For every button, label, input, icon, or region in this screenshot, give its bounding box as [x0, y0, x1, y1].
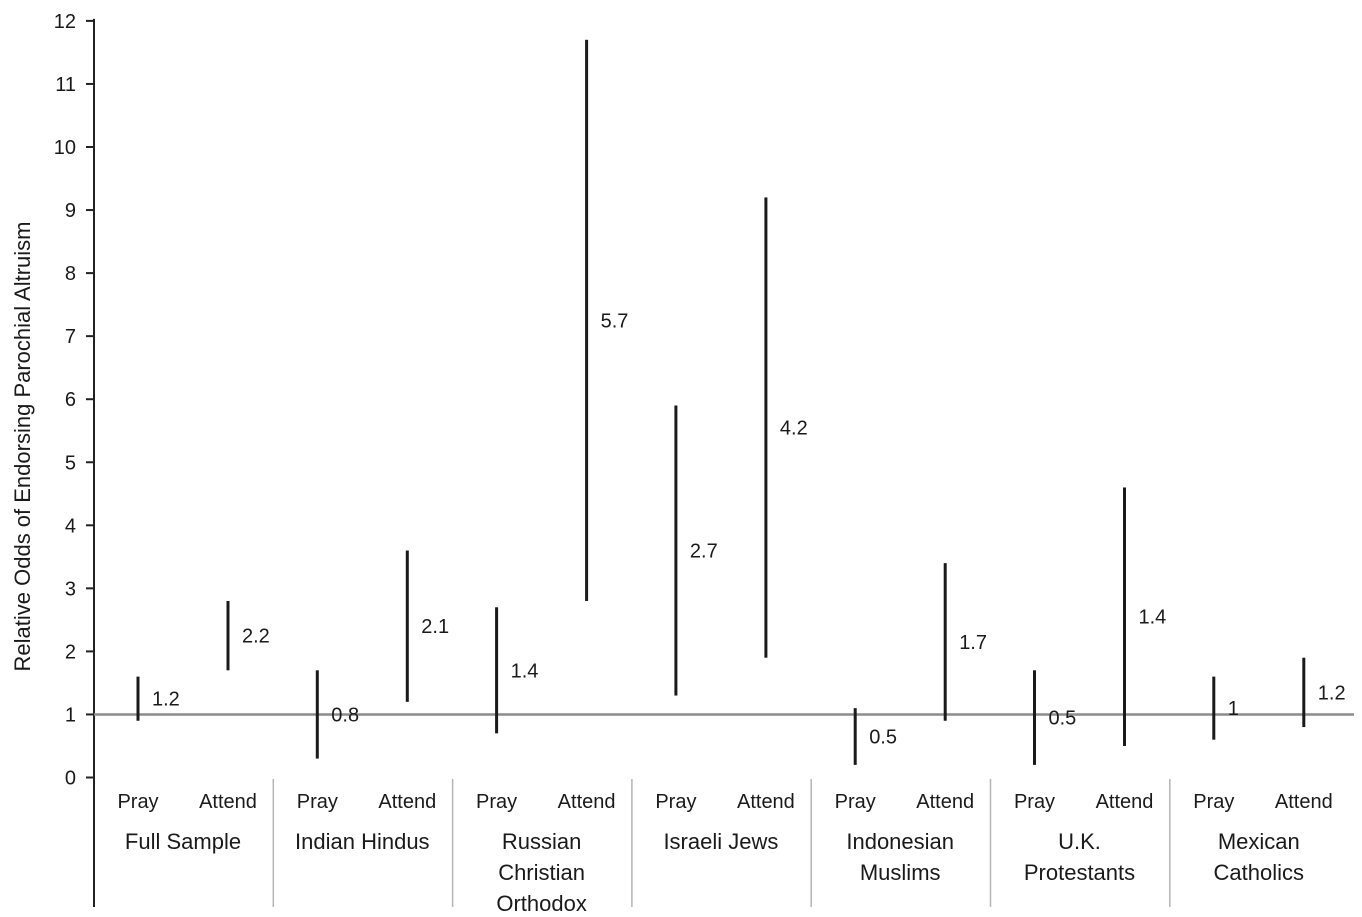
group-label: Mexican	[1218, 829, 1300, 854]
y-axis-title: Relative Odds of Endorsing Parochial Alt…	[10, 221, 35, 671]
category-label: Attend	[1275, 791, 1333, 813]
range-bar	[674, 405, 678, 696]
value-label: 0.8	[331, 704, 359, 726]
group-label: Protestants	[1024, 860, 1135, 885]
category-label: Attend	[1096, 791, 1154, 813]
category-label: Pray	[476, 791, 517, 813]
y-tick-label: 9	[65, 200, 76, 222]
y-tick-label: 7	[65, 326, 76, 348]
y-tick-label: 0	[65, 768, 76, 790]
value-label: 2.7	[690, 541, 718, 563]
value-label: 1	[1228, 698, 1239, 720]
category-label: Pray	[1014, 791, 1055, 813]
category-label: Attend	[737, 791, 795, 813]
range-bar	[853, 708, 857, 765]
category-label: Pray	[655, 791, 696, 813]
y-tick-label: 12	[54, 11, 76, 33]
range-bar	[315, 670, 319, 759]
group-label: Russian	[502, 829, 581, 854]
group-label: Full Sample	[125, 829, 241, 854]
category-label: Attend	[199, 791, 257, 813]
value-label: 1.4	[1139, 607, 1167, 629]
category-label: Attend	[916, 791, 974, 813]
range-bar	[1033, 670, 1036, 765]
range-bar	[585, 39, 589, 601]
value-label: 4.2	[780, 418, 808, 440]
range-bar	[226, 600, 230, 671]
value-label: 1.2	[1318, 682, 1346, 704]
category-label: Pray	[835, 791, 876, 813]
group-label: Muslims	[860, 860, 941, 885]
value-label: 2.1	[421, 616, 449, 638]
range-bar	[943, 563, 947, 721]
range-bar	[1123, 487, 1126, 746]
category-label: Pray	[297, 791, 338, 813]
y-tick-label: 10	[54, 137, 76, 159]
range-bar	[1302, 657, 1306, 728]
group-label: Indian Hindus	[295, 829, 430, 854]
value-label: 2.2	[242, 626, 270, 648]
y-tick-label: 8	[65, 263, 76, 285]
value-label: 1.2	[152, 689, 180, 711]
group-label: Indonesian	[846, 829, 954, 854]
value-label: 1.4	[511, 660, 539, 682]
category-label: Attend	[378, 791, 436, 813]
y-tick-label: 3	[65, 578, 76, 600]
y-tick-label: 5	[65, 452, 76, 474]
y-tick-label: 11	[55, 74, 76, 96]
y-tick-label: 1	[65, 704, 76, 726]
range-bar	[136, 676, 140, 721]
y-tick-label: 6	[65, 389, 76, 411]
group-label: Catholics	[1214, 860, 1304, 885]
category-label: Pray	[1193, 791, 1234, 813]
group-label: Orthodox	[496, 891, 587, 916]
range-bar	[1212, 676, 1216, 740]
y-tick-label: 2	[65, 641, 76, 663]
range-bar	[495, 607, 499, 734]
value-label: 0.5	[1049, 708, 1077, 730]
value-label: 5.7	[601, 310, 629, 332]
range-bar	[764, 197, 768, 658]
group-label: Israeli Jews	[663, 829, 778, 854]
group-label: Christian	[498, 860, 585, 885]
value-label: 0.5	[869, 727, 897, 749]
group-label: U.K.	[1058, 829, 1101, 854]
y-tick-label: 4	[65, 515, 76, 537]
category-label: Attend	[558, 791, 616, 813]
category-label: Pray	[117, 791, 158, 813]
range-bar	[405, 550, 409, 702]
value-label: 1.7	[959, 632, 987, 654]
